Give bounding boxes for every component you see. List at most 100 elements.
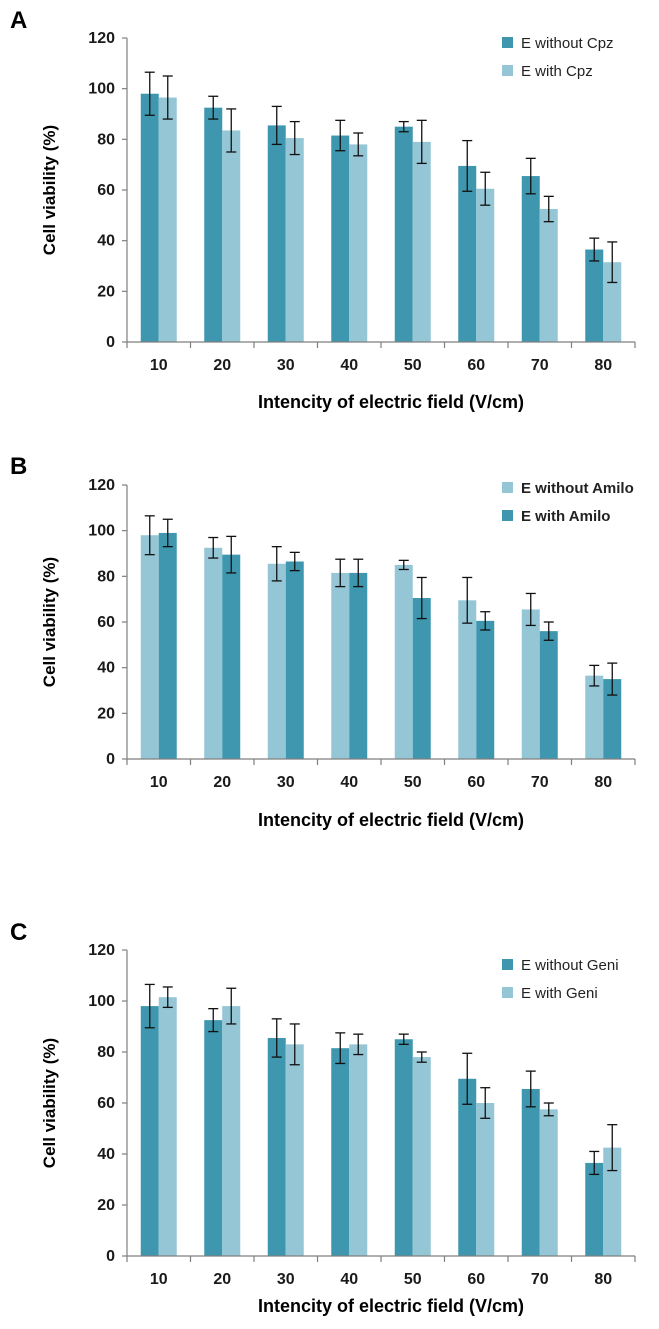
- bar: [267, 563, 286, 759]
- bar: [476, 188, 495, 342]
- bar: [285, 138, 304, 342]
- y-tick-label: 0: [106, 751, 115, 768]
- x-tick-label: 30: [277, 357, 295, 374]
- legend-swatch: [502, 482, 513, 493]
- bar: [285, 1044, 304, 1256]
- y-tick-label: 100: [88, 81, 115, 98]
- y-tick-label: 0: [106, 334, 115, 351]
- x-axis-title: Intencity of electric field (V/cm): [258, 392, 524, 412]
- x-tick-label: 30: [277, 774, 295, 791]
- legend-swatch: [502, 987, 513, 998]
- bar: [158, 532, 177, 759]
- chart-panel-a: A 10 20 30 40 50 60 70 80 0 20 40 60 80 100 120 Cell via…: [10, 7, 636, 412]
- x-tick-label: 40: [340, 774, 358, 791]
- bar: [394, 1039, 413, 1256]
- bar: [476, 620, 495, 759]
- panel-label: B: [10, 453, 27, 480]
- x-tick-label: 20: [213, 774, 231, 791]
- bar: [585, 249, 604, 342]
- bar: [585, 675, 604, 759]
- y-tick-label: 100: [88, 523, 115, 540]
- bar: [585, 1162, 604, 1256]
- x-axis-title: Intencity of electric field (V/cm): [258, 1296, 524, 1316]
- y-tick-label: 80: [97, 568, 115, 585]
- bar: [458, 165, 477, 342]
- legend-swatch: [502, 65, 513, 76]
- bar: [331, 572, 350, 759]
- y-axis-title: Cell viability (%): [40, 557, 59, 687]
- x-tick-label: 80: [594, 357, 612, 374]
- y-axis-title: Cell viability (%): [40, 1038, 59, 1168]
- bar: [394, 126, 413, 343]
- bar: [521, 609, 540, 759]
- y-tick-label: 20: [97, 1197, 115, 1214]
- chart-panel-c: C 10 20 30 40 50 60 70 80 0 20 40 60 80 100 120 Cell via…: [10, 919, 636, 1316]
- x-tick-label: 70: [531, 1271, 549, 1288]
- y-tick-label: 120: [88, 477, 115, 494]
- y-tick-label: 80: [97, 131, 115, 148]
- legend-label: E without Cpz: [521, 35, 614, 52]
- bar: [158, 997, 177, 1256]
- legend-label: E without Amilo: [521, 480, 634, 497]
- bar: [521, 176, 540, 342]
- y-tick-label: 60: [97, 182, 115, 199]
- legend-label: E with Cpz: [521, 63, 593, 80]
- x-tick-label: 40: [340, 1271, 358, 1288]
- bar: [204, 547, 223, 759]
- bar: [349, 1044, 368, 1256]
- x-tick-label: 70: [531, 357, 549, 374]
- bar: [285, 561, 304, 759]
- chart-panel-b: B 10 20 30 40 50 60 70 80 0 20 40 60 80 100 120 Cell via…: [10, 453, 636, 830]
- bar: [331, 1048, 350, 1256]
- x-tick-label: 20: [213, 1271, 231, 1288]
- bar: [158, 97, 177, 343]
- bar: [539, 631, 558, 759]
- bar: [603, 679, 622, 759]
- bar: [521, 1088, 540, 1256]
- x-tick-label: 10: [150, 1271, 168, 1288]
- bar: [539, 209, 558, 342]
- bar: [140, 535, 159, 759]
- bar: [394, 564, 413, 759]
- bar: [412, 1057, 431, 1256]
- x-tick-label: 80: [594, 774, 612, 791]
- bar: [222, 130, 241, 342]
- y-tick-label: 80: [97, 1044, 115, 1061]
- x-tick-label: 30: [277, 1271, 295, 1288]
- y-tick-label: 40: [97, 233, 115, 250]
- y-tick-label: 60: [97, 1095, 115, 1112]
- bar: [331, 135, 350, 342]
- x-tick-label: 60: [467, 774, 485, 791]
- y-tick-label: 40: [97, 660, 115, 677]
- bar: [349, 144, 368, 342]
- bar: [412, 598, 431, 759]
- y-axis-title: Cell viability (%): [40, 125, 59, 255]
- bar: [267, 125, 286, 343]
- x-tick-label: 10: [150, 357, 168, 374]
- bar: [140, 1006, 159, 1256]
- y-tick-label: 120: [88, 30, 115, 47]
- legend-label: E with Geni: [521, 985, 598, 1002]
- bar: [140, 93, 159, 342]
- bar: [349, 572, 368, 759]
- bar: [222, 554, 241, 759]
- legend-swatch: [502, 37, 513, 48]
- y-tick-label: 20: [97, 705, 115, 722]
- x-tick-label: 10: [150, 774, 168, 791]
- bar: [222, 1006, 241, 1256]
- x-tick-label: 60: [467, 357, 485, 374]
- x-tick-label: 40: [340, 357, 358, 374]
- legend-label: E with Amilo: [521, 508, 610, 525]
- bar: [476, 1103, 495, 1256]
- bar: [458, 1078, 477, 1256]
- y-tick-label: 40: [97, 1146, 115, 1163]
- bar: [539, 1109, 558, 1256]
- x-tick-label: 50: [404, 357, 422, 374]
- x-tick-label: 70: [531, 774, 549, 791]
- y-tick-label: 60: [97, 614, 115, 631]
- bar: [458, 600, 477, 759]
- y-tick-label: 20: [97, 283, 115, 300]
- x-tick-label: 20: [213, 357, 231, 374]
